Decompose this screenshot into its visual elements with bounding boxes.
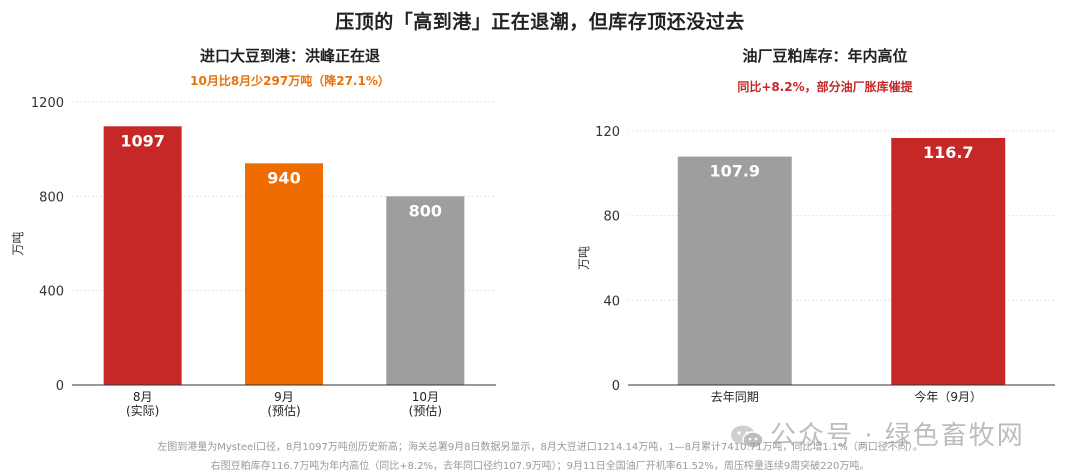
left-y-tick-label-3: 1200: [31, 96, 64, 111]
right-x-tick-label-0-0: 去年同期: [711, 390, 759, 404]
watermark-text: 公众号 · 绿色畜牧网: [770, 421, 1025, 451]
right-y-tick-label-2: 80: [603, 210, 620, 225]
left-chart-title: 进口大豆到港：洪峰正在退: [199, 47, 380, 65]
left-y-tick-label-1: 400: [39, 285, 64, 300]
watermark: 公众号 · 绿色畜牧网: [730, 415, 1025, 452]
right-bar-1: [891, 137, 1006, 385]
left-bar-value-label-1: 940: [267, 168, 300, 187]
left-bar-2: [386, 196, 465, 385]
left-chart-subtitle: 10月比8月少297万吨（降27.1%）: [190, 74, 390, 88]
right-chart-subtitle: 同比+8.2%，部分油厂胀库催提: [737, 80, 913, 94]
right-bar-0: [677, 156, 792, 385]
left-y-tick-label-2: 800: [39, 190, 64, 205]
wechat-icon: [731, 425, 764, 449]
right-bar-value-label-0: 107.9: [709, 162, 760, 181]
footnote-line-2: 右图豆粕库存116.7万吨为年内高位（同比+8.2%，去年同口径约107.9万吨…: [210, 461, 870, 472]
right-y-axis-label: 万吨: [577, 246, 591, 270]
right-bar-value-label-1: 116.7: [923, 143, 974, 162]
right-y-tick-label-1: 40: [603, 294, 620, 309]
main-title: 压顶的「高到港」正在退潮，但库存顶还没过去: [335, 11, 745, 33]
left-x-tick-label-1-1: (预估): [267, 404, 300, 418]
left-y-tick-label-0: 0: [56, 379, 64, 394]
left-x-tick-label-0-1: (实际): [126, 403, 159, 418]
left-bar-value-label-2: 800: [409, 201, 442, 220]
left-bar-0: [103, 126, 182, 385]
footnote-line-1: 左图到港量为Mysteel口径，8月1097万吨创历史新高；海关总署9月8日数据…: [157, 442, 923, 453]
left-y-axis-label: 万吨: [11, 231, 25, 255]
left-bar-1: [245, 163, 323, 385]
right-y-tick-label-0: 0: [612, 379, 620, 394]
left-x-tick-label-2-1: (预估): [409, 404, 442, 418]
left-x-tick-label-2-0: 10月: [412, 390, 439, 404]
left-bar-value-label-0: 1097: [120, 131, 165, 150]
left-x-tick-label-1-0: 9月: [274, 390, 294, 404]
right-x-tick-label-1-0: 今年（9月）: [914, 389, 982, 404]
right-chart-title: 油厂豆粕库存：年内高位: [742, 47, 908, 65]
right-y-tick-label-3: 120: [595, 125, 620, 140]
left-x-tick-label-0-0: 8月: [133, 390, 153, 404]
